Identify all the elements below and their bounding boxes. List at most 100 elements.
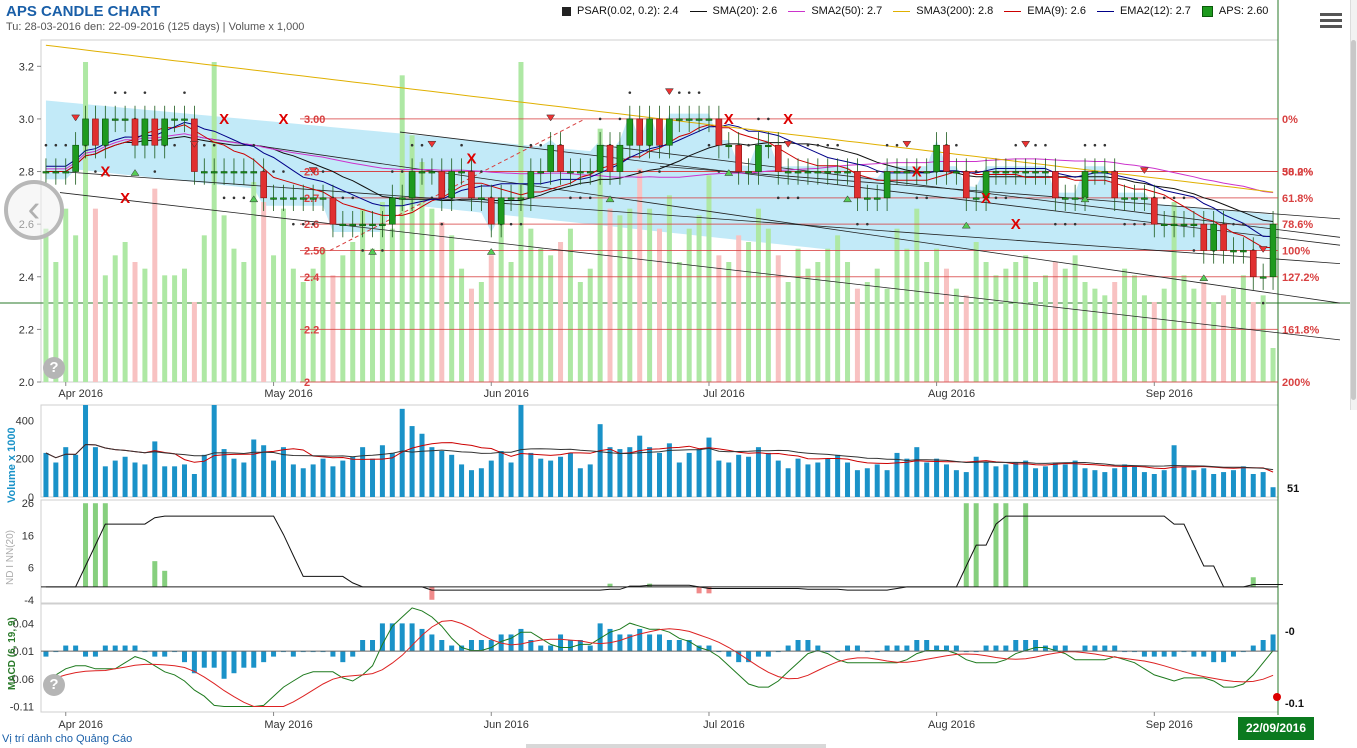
macd-histogram-bar [993,645,999,652]
x-tick-label: May 2016 [264,388,312,400]
macd-histogram-bar [924,640,930,652]
sell-triangle [71,114,81,122]
price-volume-bar [231,248,237,382]
volume-bar [360,447,366,497]
volume-bar [122,456,128,497]
candle-body [992,171,1000,174]
sell-triangle [308,167,318,174]
volume-bar [429,447,435,497]
volume-bar [567,452,573,497]
macd-histogram-bar [478,640,484,652]
menu-icon[interactable] [1320,10,1342,30]
legend-swatch [1201,5,1213,17]
macd-histogram-bar [1102,645,1108,652]
volume-bar [330,466,336,497]
psar-dot [747,143,750,147]
legend-item[interactable]: SMA3(200): 2.8 [893,3,993,19]
price-volume-bar [538,248,544,382]
x-tick-label: Jun 2016 [484,719,529,731]
price-volume-bar [132,262,138,382]
legend-label: SMA2(50): 2.7 [811,5,883,17]
volume-bar [755,447,761,497]
volume-bar [459,464,465,497]
psar-dot [1232,222,1235,226]
price-volume-bar [1250,302,1256,382]
candle-body [62,171,70,174]
legend-item[interactable]: SMA(20): 2.6 [689,3,777,19]
candle-body [1111,171,1119,199]
psar-dot [509,222,513,226]
volume-bar [251,439,257,497]
price-tick-label: 2.2 [19,324,34,336]
signal-x-marker: X [1011,216,1021,233]
legend-item[interactable]: PSAR(0.02, 0.2): 2.4 [562,3,679,19]
legend: PSAR(0.02, 0.2): 2.4 SMA(20): 2.6 SMA2(50)… [562,3,1279,19]
x-tick-label: May 2016 [264,719,312,731]
trend-line [599,144,1341,238]
volume-bar [1240,466,1246,497]
volume-bar [1112,468,1118,497]
candle-body [517,197,525,200]
prev-arrow-button[interactable]: ‹ [4,180,64,240]
macd-histogram-bar [1112,645,1118,652]
volume-bar [815,462,821,497]
volume-axis-label: Volume x 1000 [6,427,18,503]
macd-histogram-bar [211,651,217,668]
volume-bar [854,470,860,497]
volume-bar [172,466,178,497]
fib-label: 61.8% [1282,193,1313,205]
legend-item[interactable]: EMA(9): 2.6 [1004,3,1086,19]
psar-dot [618,117,622,121]
legend-item[interactable]: EMA2(12): 2.7 [1096,3,1191,19]
candle-body [675,118,683,121]
volume-bar [647,447,653,497]
macd-histogram-bar [746,651,752,663]
volume-bar [102,466,108,497]
psar-dot [440,222,444,226]
candle-body [1190,223,1198,226]
buy-triangle [130,169,140,176]
legend-item[interactable]: APS: 2.60 [1201,3,1268,19]
volume-bar [1171,445,1177,497]
candle-body [1091,171,1099,174]
volume-bar [528,452,534,497]
candle-body [42,171,50,174]
horizontal-scrollbar[interactable] [526,744,826,748]
volume-bar [983,462,989,497]
macd-histogram-bar [854,645,860,652]
macd-histogram-bar [1092,645,1098,652]
scrollbar-thumb[interactable] [1351,40,1356,400]
help-icon[interactable]: ? [43,357,65,379]
volume-bar [874,464,880,497]
macd-histogram-bar [330,651,336,657]
buy-triangle [843,195,852,203]
candle-body [151,118,159,146]
trend-line [659,165,1341,220]
psar-dot [430,196,434,200]
candle-body [1230,250,1237,253]
candle-body [933,144,940,172]
psar-dot [1093,143,1097,147]
price-volume-bar [162,275,168,382]
price-volume-bar [914,208,920,382]
candle-body [854,171,861,199]
ndi-bar [429,586,435,600]
candle-body [616,144,624,172]
volume-bar [746,456,752,497]
candle-body [141,118,149,146]
psar-dot [519,222,523,226]
macd-histogram-bar [815,645,821,652]
macd-histogram-bar [1062,645,1068,652]
signal-x-marker: X [219,111,229,128]
candle-body [745,171,752,174]
psar-dot [895,143,899,147]
legend-swatch [1096,10,1114,12]
candle-body [161,118,168,146]
help-icon[interactable]: ? [43,674,65,696]
psar-dot [638,170,642,173]
psar-dot [836,143,839,147]
candle-body [765,144,772,148]
macd-histogram-bar [558,634,564,652]
legend-item[interactable]: SMA2(50): 2.7 [788,3,882,19]
psar-dot [796,196,800,200]
